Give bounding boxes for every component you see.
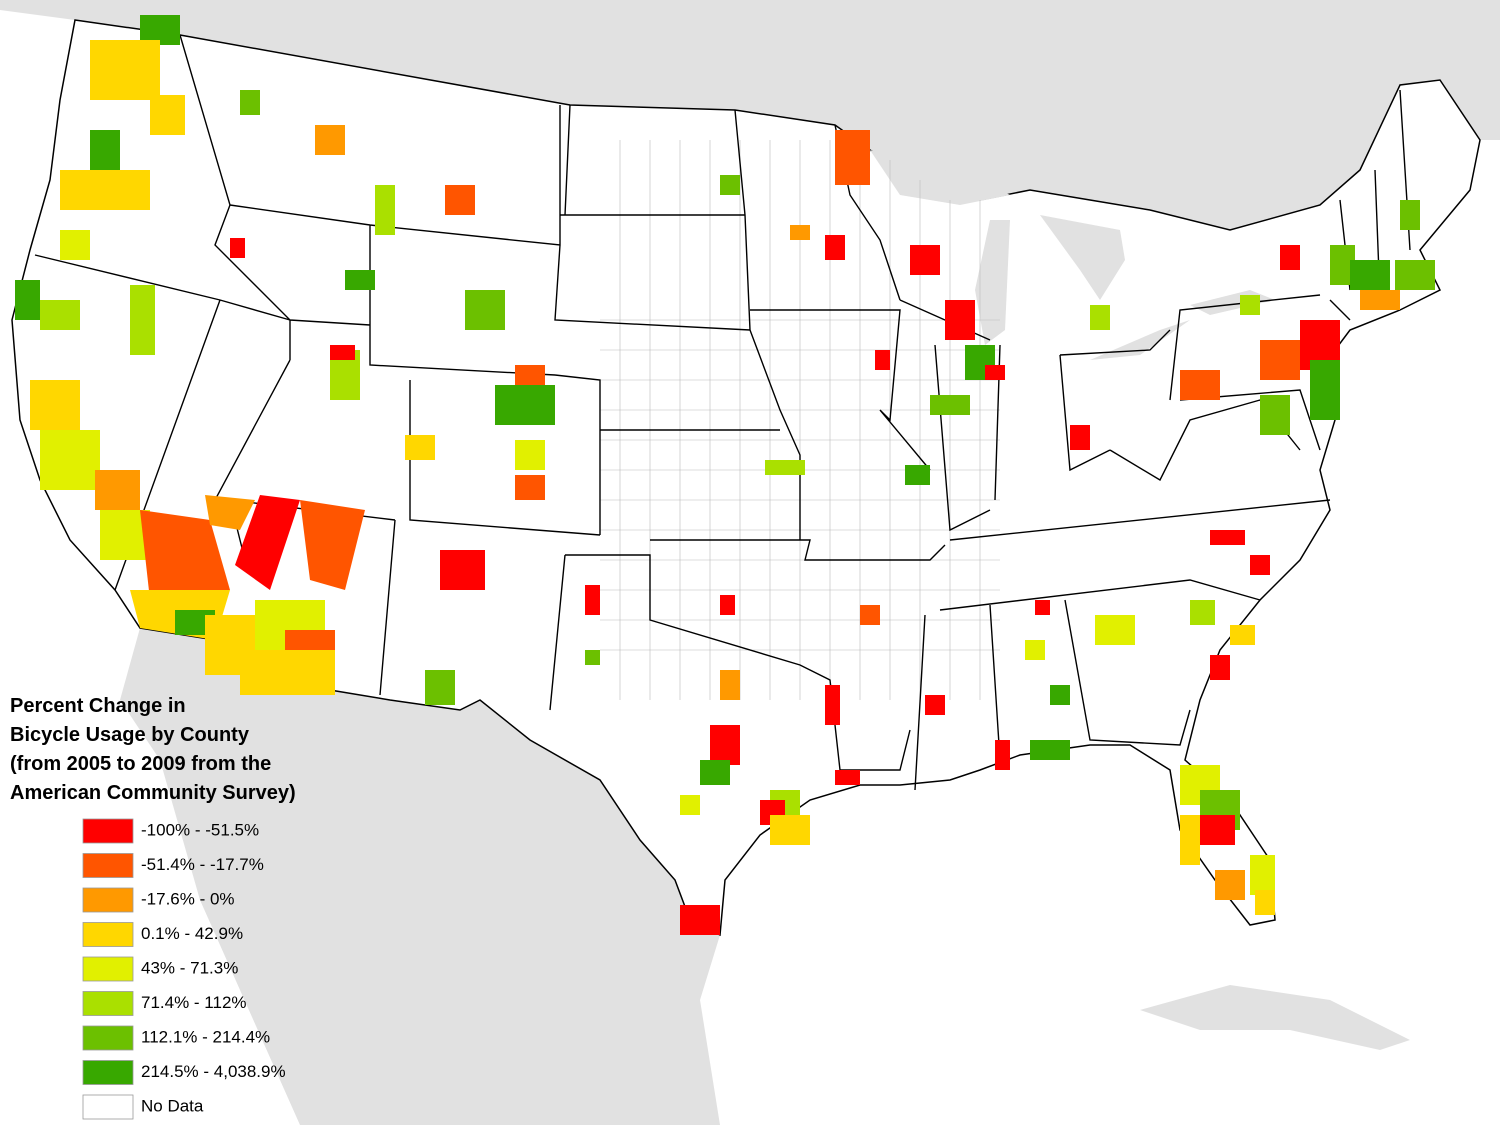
legend-title: Bicycle Usage by County: [10, 724, 250, 746]
cuba: [1140, 985, 1410, 1050]
legend-swatch: [82, 956, 134, 982]
legend-swatch: [82, 887, 134, 913]
legend-swatch: [82, 1025, 134, 1051]
lake-superior: [870, 150, 1010, 205]
lake-huron: [1040, 215, 1125, 300]
lake-erie: [1090, 320, 1190, 360]
legend-label: 0.1% - 42.9%: [141, 924, 243, 943]
mexico: [120, 628, 720, 1125]
legend-swatch: [82, 853, 134, 878]
legend-title: Percent Change in: [10, 695, 186, 717]
legend-swatch: [82, 818, 134, 844]
legend-label: 43% - 71.3%: [141, 958, 238, 977]
legend-swatch: [82, 1060, 134, 1085]
legend-label: 214.5% - 4,038.9%: [141, 1062, 286, 1081]
legend-label: -51.4% - -17.7%: [141, 855, 264, 874]
canada: [0, 0, 1500, 230]
legend-label: -100% - -51.5%: [141, 820, 259, 839]
lake-michigan: [975, 220, 1010, 345]
legend-title: (from 2005 to 2009 from the: [10, 753, 271, 775]
legend: Percent Change in Bicycle Usage by County…: [10, 695, 296, 1120]
legend-swatch: [82, 1094, 134, 1120]
legend-label: 71.4% - 112%: [141, 993, 247, 1012]
legend-label: No Data: [141, 1096, 204, 1115]
legend-title: American Community Survey): [10, 782, 296, 804]
legend-swatch: [82, 922, 134, 947]
legend-label: 112.1% - 214.4%: [141, 1027, 270, 1046]
legend-label: -17.6% - 0%: [141, 889, 235, 908]
legend-swatch: [82, 991, 134, 1016]
county-patches: [15, 15, 1435, 935]
